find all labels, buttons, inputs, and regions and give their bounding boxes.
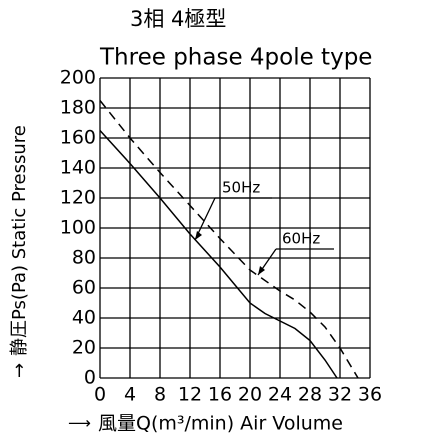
x-tick-label: 8 <box>154 384 166 406</box>
y-tick-label: 120 <box>60 187 96 209</box>
y-tick-label: 160 <box>60 127 96 149</box>
x-tick-label: 0 <box>94 384 106 406</box>
y-tick-label: 80 <box>72 247 96 269</box>
y-tick-label: 60 <box>72 277 96 299</box>
y-axis-title: 静圧Ps(Pa) Static Pressure <box>9 125 30 356</box>
x-tick-label: 12 <box>178 384 202 406</box>
y-tick-label: 100 <box>60 217 96 239</box>
y-tick-label: 20 <box>72 337 96 359</box>
series-label: 60Hz <box>282 230 320 248</box>
x-tick-label: 32 <box>328 384 352 406</box>
x-axis-arrow: ⟶ <box>68 414 91 433</box>
series-line <box>99 100 359 379</box>
chart-subtitle: Three phase 4pole type <box>99 45 372 71</box>
y-tick-label: 0 <box>84 367 96 389</box>
x-tick-label: 20 <box>238 384 262 406</box>
y-tick-label: 40 <box>72 307 96 329</box>
y-tick-label: 140 <box>60 157 96 179</box>
x-axis-title: 風量Q(m³/min) Air Volume <box>98 413 343 435</box>
y-tick-label: 200 <box>60 67 96 89</box>
y-axis-arrow: → <box>9 363 30 378</box>
x-tick-label: 36 <box>358 384 382 406</box>
chart-title: 3相 4極型 <box>130 7 226 31</box>
label-arrowhead <box>195 231 202 240</box>
label-arrowhead <box>258 266 265 275</box>
x-tick-label: 4 <box>124 384 136 406</box>
x-tick-label: 16 <box>208 384 232 406</box>
series-label: 50Hz <box>222 179 260 197</box>
y-axis-title-group: → 静圧Ps(Pa) Static Pressure <box>9 125 30 378</box>
x-tick-label: 28 <box>298 384 322 406</box>
x-tick-label: 24 <box>268 384 292 406</box>
series-line <box>99 129 338 379</box>
y-tick-label: 180 <box>60 97 96 119</box>
